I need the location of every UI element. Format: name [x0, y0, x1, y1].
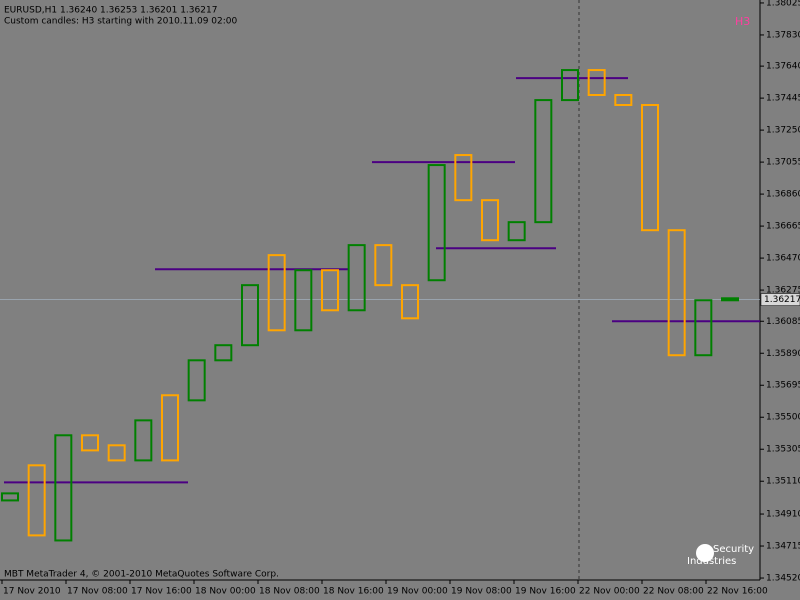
candle-body — [241, 284, 259, 347]
candle-body — [1, 492, 19, 502]
candle-body — [134, 419, 153, 462]
candle-body — [347, 244, 366, 312]
candle-body — [107, 444, 126, 462]
candle-body — [561, 69, 579, 102]
candle-body — [667, 229, 686, 357]
x-tick-label: 22 Nov 00:00 — [579, 587, 640, 597]
y-tick-label: 1.35695 — [766, 381, 800, 391]
candle-body — [27, 464, 46, 537]
y-tick-label: 1.35500 — [766, 413, 800, 423]
candle-body — [721, 297, 739, 302]
y-tick-label: 1.35110 — [766, 477, 800, 487]
candle-body — [481, 199, 499, 242]
candle-body — [81, 434, 99, 452]
candle-body — [454, 154, 473, 202]
current-price-label: 1.36217 — [764, 295, 800, 305]
y-tick-label: 1.34520 — [766, 574, 800, 584]
logo-icon — [696, 544, 714, 562]
y-tick-label: 1.36085 — [766, 317, 800, 327]
y-tick-label: 1.36665 — [766, 222, 800, 232]
y-tick-label: 1.35890 — [766, 349, 800, 359]
y-tick-label: 1.34910 — [766, 510, 800, 520]
footer: MBT MetaTrader 4, © 2001-2010 MetaQuotes… — [4, 570, 279, 580]
candle-body — [374, 244, 393, 287]
logo-text: Industries — [687, 556, 736, 567]
y-tick-label: 1.35305 — [766, 445, 800, 455]
x-tick-label: 22 Nov 16:00 — [707, 587, 768, 597]
y-tick-label: 1.37445 — [766, 94, 800, 104]
chart-subtitle: Custom candles: H3 starting with 2010.11… — [4, 17, 237, 27]
x-tick-label: 18 Nov 08:00 — [259, 587, 320, 597]
x-tick-label: 18 Nov 00:00 — [195, 587, 256, 597]
candle-body — [54, 434, 73, 542]
candle-body — [401, 284, 419, 320]
x-tick-label: 18 Nov 16:00 — [323, 587, 384, 597]
timeframe-label: H3 — [735, 15, 750, 28]
candle-body — [427, 164, 446, 282]
chart-title: EURUSD,H1 1.36240 1.36253 1.36201 1.3621… — [4, 6, 217, 16]
x-tick-label: 17 Nov 08:00 — [67, 587, 128, 597]
candle-body — [587, 69, 606, 96]
candle-body — [321, 269, 339, 312]
x-tick-label: 19 Nov 00:00 — [387, 587, 448, 597]
y-tick-label: 1.34715 — [766, 542, 800, 552]
candle-body — [214, 344, 233, 362]
candle-body — [267, 254, 286, 332]
x-tick-label: 22 Nov 08:00 — [643, 587, 704, 597]
x-tick-label: 19 Nov 08:00 — [451, 587, 512, 597]
x-tick-label: 17 Nov 2010 — [3, 587, 61, 597]
y-tick-label: 1.36860 — [766, 190, 800, 200]
logo-text: Security — [713, 544, 754, 555]
candle-body — [534, 99, 553, 224]
candle-body — [641, 104, 659, 232]
y-tick-label: 1.37830 — [766, 30, 800, 40]
candle-body — [694, 299, 713, 357]
y-tick-label: 1.36275 — [766, 286, 800, 296]
y-tick-label: 1.37640 — [766, 62, 800, 72]
x-tick-label: 17 Nov 16:00 — [131, 587, 192, 597]
candle-body — [614, 93, 633, 107]
candle-body — [507, 221, 526, 242]
candle-body — [161, 394, 179, 462]
candle-body — [187, 359, 206, 402]
y-tick-label: 1.37055 — [766, 158, 800, 168]
x-tick-label: 19 Nov 16:00 — [515, 587, 576, 597]
current-price-box — [760, 293, 800, 306]
y-tick-label: 1.36470 — [766, 254, 800, 264]
candle-body — [294, 269, 313, 332]
y-tick-label: 1.37250 — [766, 126, 800, 136]
y-tick-label: 1.38025 — [766, 0, 800, 8]
